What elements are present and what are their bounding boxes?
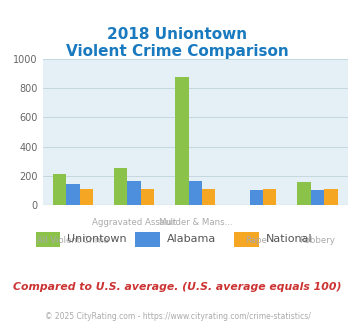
Bar — [66, 184, 80, 205]
Bar — [202, 189, 215, 205]
Bar — [127, 182, 141, 205]
Bar — [263, 189, 277, 205]
Text: © 2025 CityRating.com - https://www.cityrating.com/crime-statistics/: © 2025 CityRating.com - https://www.city… — [45, 312, 310, 321]
Bar — [189, 182, 202, 205]
Text: All Violent Crime: All Violent Crime — [37, 236, 109, 245]
Bar — [141, 189, 154, 205]
Bar — [311, 190, 324, 205]
Text: 2018 Uniontown: 2018 Uniontown — [108, 27, 247, 42]
Text: Violent Crime Comparison: Violent Crime Comparison — [66, 44, 289, 59]
Bar — [175, 77, 189, 205]
Bar — [80, 189, 93, 205]
Text: National: National — [266, 234, 313, 244]
Text: Uniontown: Uniontown — [67, 234, 127, 244]
Bar — [324, 189, 338, 205]
Text: Robbery: Robbery — [299, 236, 335, 245]
Bar — [250, 190, 263, 205]
Text: Alabama: Alabama — [167, 234, 216, 244]
Bar — [114, 168, 127, 205]
Text: Compared to U.S. average. (U.S. average equals 100): Compared to U.S. average. (U.S. average … — [13, 282, 342, 292]
Text: Rape: Rape — [245, 236, 267, 245]
Text: Murder & Mans...: Murder & Mans... — [158, 218, 232, 227]
Text: Aggravated Assault: Aggravated Assault — [92, 218, 176, 227]
Bar — [53, 174, 66, 205]
Bar — [297, 182, 311, 205]
